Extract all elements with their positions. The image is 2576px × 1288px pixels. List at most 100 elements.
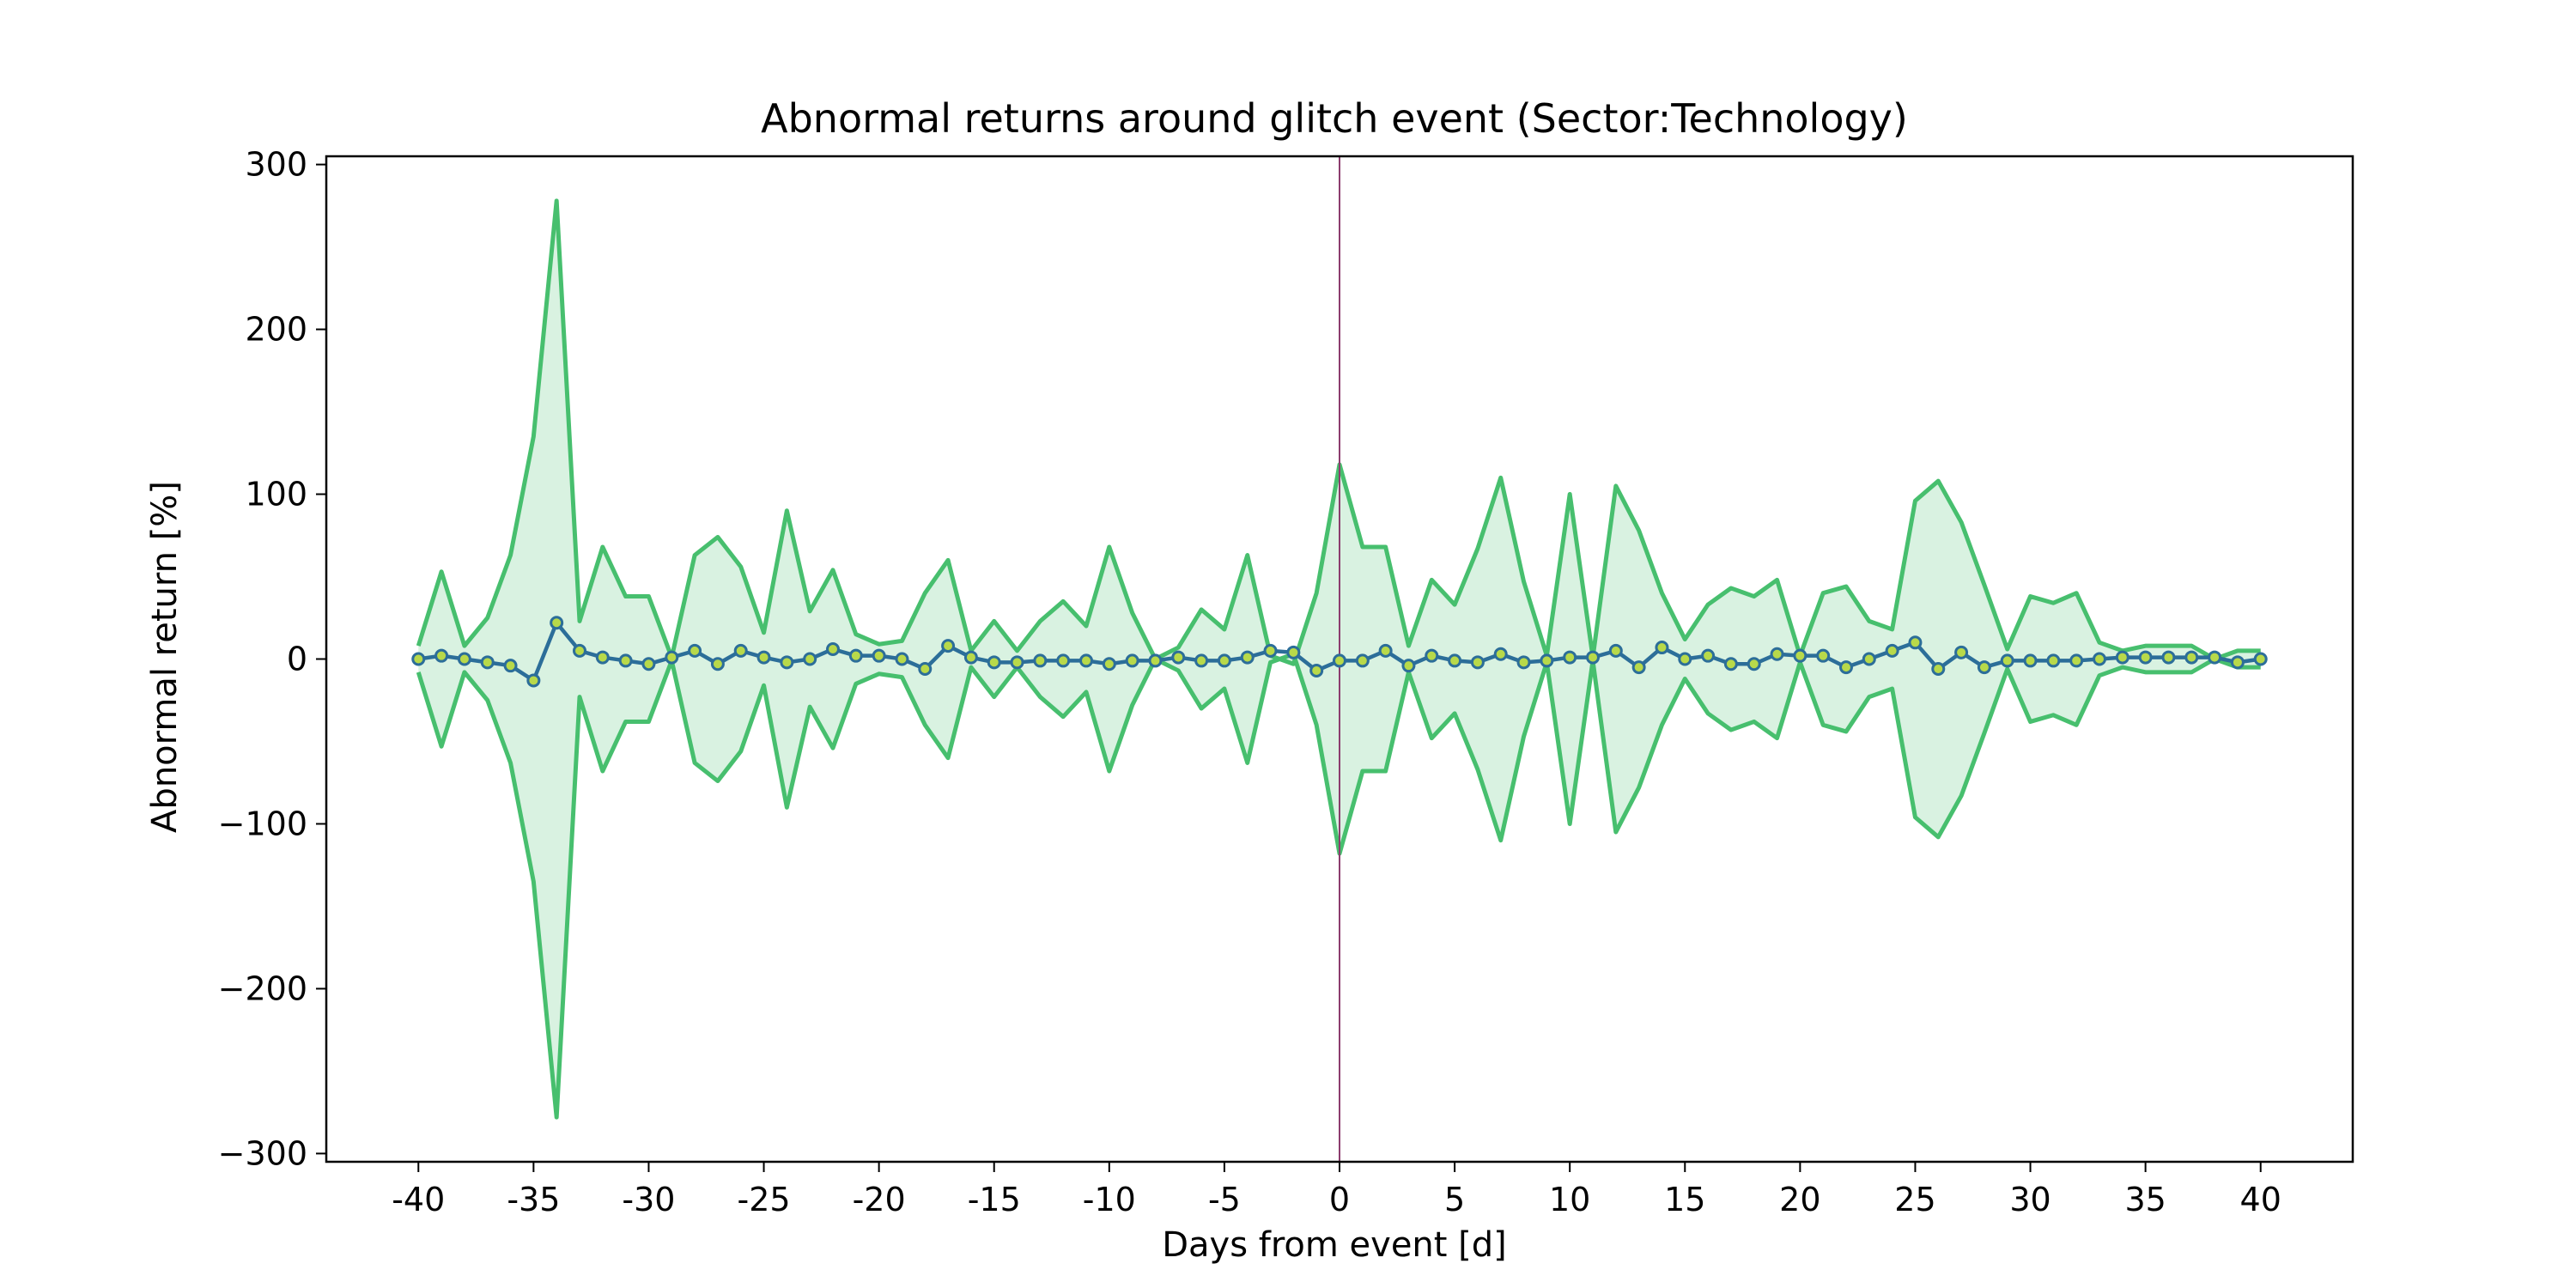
x-tick-label: 35 [2124, 1181, 2166, 1218]
mean-point [2115, 650, 2129, 665]
mean-point [1540, 653, 1554, 668]
mean-point [1608, 643, 1623, 658]
mean-point [895, 652, 909, 666]
mean-point [2069, 653, 2084, 668]
mean-point [595, 650, 610, 665]
mean-point [1470, 655, 1485, 670]
mean-point [1793, 648, 1807, 663]
mean-point [1586, 650, 1600, 665]
mean-point [1194, 653, 1209, 668]
mean-point [756, 650, 771, 665]
mean-point [1839, 660, 1853, 675]
mean-point [2184, 650, 2199, 665]
mean-point [1355, 653, 1370, 668]
mean-point [1010, 655, 1024, 670]
mean-point [480, 655, 495, 670]
mean-point [1148, 653, 1163, 668]
x-tick-label: -25 [738, 1181, 791, 1218]
x-tick-label: 20 [1779, 1181, 1820, 1218]
mean-point [1102, 657, 1116, 671]
mean-point [434, 648, 449, 663]
mean-point [2000, 653, 2014, 668]
x-tick-label: -10 [1083, 1181, 1136, 1218]
mean-point [1862, 652, 1876, 666]
mean-point [1516, 655, 1531, 670]
mean-point [1747, 657, 1761, 671]
mean-point [1448, 653, 1462, 668]
mean-point [1908, 635, 1923, 650]
mean-point [1885, 643, 1899, 658]
x-tick-label: -40 [392, 1181, 445, 1218]
y-tick-label: 0 [287, 641, 307, 678]
mean-point [1056, 653, 1071, 668]
mean-point [710, 657, 725, 671]
x-tick-label: -20 [853, 1181, 906, 1218]
mean-point [1333, 653, 1346, 668]
y-tick-label: 100 [245, 476, 307, 513]
mean-point [1286, 645, 1301, 659]
y-tick-label: −200 [218, 969, 307, 1007]
x-tick-label: 30 [2009, 1181, 2050, 1218]
mean-point [688, 643, 702, 658]
mean-point [1493, 647, 1508, 661]
mean-point [826, 641, 840, 656]
mean-point [411, 652, 426, 666]
mean-point [618, 653, 633, 668]
mean-point [1770, 647, 1784, 661]
x-axis-label: Days from event [d] [1162, 1225, 1507, 1265]
mean-point [2093, 652, 2106, 666]
x-tick-label: 25 [1894, 1181, 1935, 1218]
mean-point [2253, 652, 2268, 666]
mean-point [573, 643, 586, 658]
x-tick-label: -35 [507, 1181, 560, 1218]
mean-point [1401, 659, 1416, 673]
mean-point [1723, 657, 1738, 671]
mean-point [1263, 643, 1278, 658]
mean-point [1125, 653, 1139, 668]
mean-point [1816, 648, 1831, 663]
mean-point [918, 662, 933, 677]
mean-point [1701, 648, 1716, 663]
x-tick-label: -15 [968, 1181, 1021, 1218]
y-tick-label: 300 [245, 146, 307, 184]
mean-point [1033, 653, 1048, 668]
y-tick-label: 200 [245, 311, 307, 349]
mean-point [2161, 650, 2176, 665]
mean-point [1079, 653, 1093, 668]
mean-point [2023, 653, 2038, 668]
x-tick-label: 10 [1549, 1181, 1590, 1218]
mean-point [1425, 648, 1439, 663]
mean-point [1631, 660, 1646, 675]
x-tick-label: 5 [1444, 1181, 1465, 1218]
mean-point [1563, 650, 1577, 665]
mean-point [641, 657, 656, 671]
x-tick-label: -5 [1208, 1181, 1241, 1218]
mean-point [780, 655, 794, 670]
x-tick-label: 40 [2240, 1181, 2281, 1218]
mean-point [803, 652, 817, 666]
mean-point [1378, 643, 1393, 658]
y-axis: 300 200 100 0 −100 −200 −300 [218, 146, 326, 1172]
x-axis: -40 -35 -30 -25 -20 -15 -10 -5 0 5 10 15 20 25 30 35 40 [392, 1162, 2281, 1218]
chart-title: Abnormal returns around glitch event (Se… [761, 95, 1908, 142]
y-axis-label: Abnormal return [%] [145, 481, 185, 833]
mean-point [987, 655, 1001, 670]
mean-point [2138, 650, 2153, 665]
mean-point [1931, 662, 1946, 677]
mean-point [1655, 641, 1669, 655]
x-tick-label: 15 [1664, 1181, 1705, 1218]
y-tick-label: −300 [218, 1134, 307, 1172]
mean-point [2208, 650, 2222, 665]
y-tick-label: −100 [218, 805, 307, 842]
mean-point [503, 659, 518, 673]
mean-point [1977, 660, 1991, 675]
mean-point [1309, 663, 1324, 677]
mean-point [457, 652, 471, 666]
mean-point [872, 648, 886, 663]
mean-point [1171, 650, 1186, 665]
mean-point [1954, 645, 1969, 659]
mean-point [665, 650, 679, 665]
x-tick-label: -30 [622, 1181, 675, 1218]
mean-point [550, 616, 564, 630]
